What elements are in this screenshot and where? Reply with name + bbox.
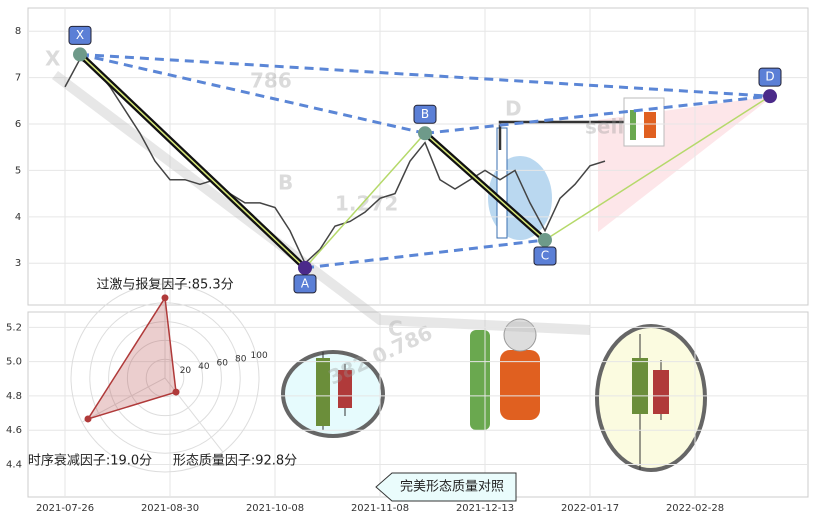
pattern-line xyxy=(304,132,426,269)
deco-candle xyxy=(316,358,330,426)
pattern-line xyxy=(544,95,771,241)
deco-candle xyxy=(653,370,669,414)
radar-point xyxy=(84,415,92,423)
marker-box xyxy=(496,127,508,239)
radar-label: 时序衰减因子:19.0分 xyxy=(28,453,152,469)
y-tick-label: 5 xyxy=(15,165,21,176)
y-tick-label: 8 xyxy=(15,26,21,37)
y-tick-label: 7 xyxy=(15,73,21,84)
radar-label: 过激与报复因子:85.3分 xyxy=(96,278,233,293)
pattern-label-box xyxy=(68,25,92,45)
radar-axis xyxy=(81,377,166,423)
y-tick-label: 4 xyxy=(15,212,21,223)
pattern-label: A xyxy=(301,276,310,290)
pattern-label: B xyxy=(421,107,429,121)
x-tick-label: 2021-08-30 xyxy=(141,503,199,514)
pattern-line xyxy=(79,53,306,269)
mascot-giraffe xyxy=(630,110,636,140)
watermark: X xyxy=(45,47,61,71)
upper-panel xyxy=(27,7,809,306)
x-tick-label: 2021-07-26 xyxy=(36,503,94,514)
y-tick-label: 4.6 xyxy=(6,425,22,436)
compare-button[interactable]: 完美形态质量对照 xyxy=(375,472,517,502)
radar-tick-label: 100 xyxy=(251,351,268,361)
compare-ellipse xyxy=(281,350,385,438)
giraffe xyxy=(470,330,490,430)
pattern-label-box xyxy=(533,246,557,266)
pattern-line xyxy=(79,52,771,98)
x-tick-label: 2021-11-08 xyxy=(351,503,409,514)
y-tick-label: 4.4 xyxy=(6,459,22,470)
pattern-line xyxy=(424,132,546,241)
y-tick-label: 3 xyxy=(15,258,21,269)
button-label[interactable]: 完美形态质量对照 xyxy=(400,480,504,495)
x-tick-label: 2021-10-08 xyxy=(246,503,304,514)
arrow-line xyxy=(498,120,625,150)
x-tick-label: 2021-12-13 xyxy=(456,503,514,514)
ghost-pattern xyxy=(51,71,591,335)
radar-point xyxy=(172,388,180,396)
radar-area xyxy=(86,295,177,421)
mascot-koala xyxy=(644,112,656,138)
pattern-label-box xyxy=(413,104,437,124)
radar-tick-label: 40 xyxy=(198,362,210,372)
watermark: D xyxy=(505,97,522,121)
watermark: B xyxy=(278,171,293,195)
pattern-point xyxy=(298,260,312,275)
watermark: sell xyxy=(585,115,624,139)
koala xyxy=(500,350,540,420)
y-tick-label: 6 xyxy=(15,119,21,130)
radar-tick-label: 80 xyxy=(235,355,247,365)
x-tick-label: 2022-02-28 xyxy=(666,503,724,514)
radar-tick-label: 60 xyxy=(217,358,229,368)
pattern-point xyxy=(418,126,432,141)
watermark: 786 xyxy=(250,69,292,93)
compare-ellipse xyxy=(595,324,707,472)
deco-candle xyxy=(632,358,648,414)
radar-label: 形态质量因子:92.8分 xyxy=(173,454,297,469)
pattern-point xyxy=(763,89,777,104)
radar-tick-label: 20 xyxy=(180,366,192,376)
watermark: C xyxy=(388,317,403,341)
pattern-line xyxy=(424,94,771,135)
pattern-line xyxy=(304,238,546,270)
pattern-point xyxy=(538,233,552,248)
x-tick-label: 2022-01-17 xyxy=(561,503,619,514)
y-tick-label: 5.0 xyxy=(6,357,22,368)
pattern-label-box xyxy=(758,67,782,87)
radar-point xyxy=(161,294,169,302)
price-line xyxy=(64,57,606,265)
pattern-label-box xyxy=(293,274,317,294)
y-tick-label: 4.8 xyxy=(6,391,22,402)
pattern-label: X xyxy=(76,28,84,42)
pattern-label: C xyxy=(541,249,549,263)
pattern-label: D xyxy=(765,70,774,84)
button-shape[interactable] xyxy=(375,472,517,502)
pattern-point xyxy=(73,47,87,62)
y-tick-label: 5.2 xyxy=(6,322,22,333)
deco-candle xyxy=(338,370,352,408)
